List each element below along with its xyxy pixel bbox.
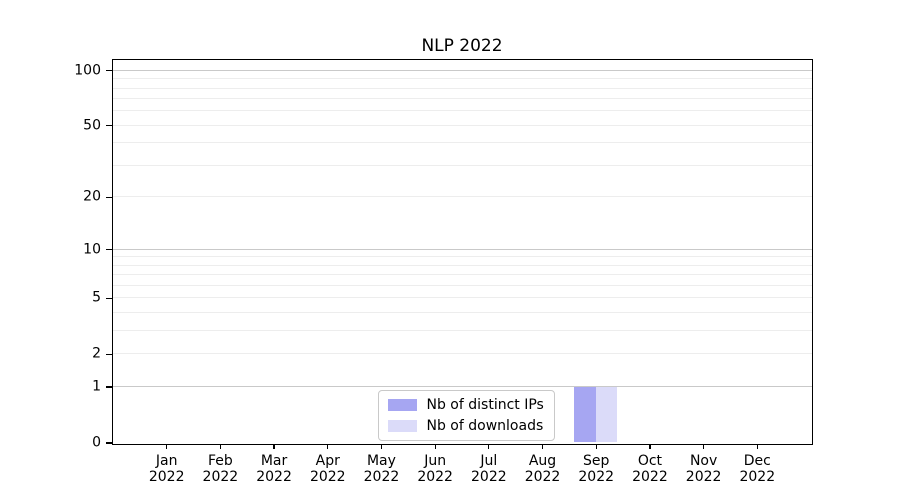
legend-swatch-downloads <box>387 419 417 432</box>
gridline-minor-2 <box>112 353 812 355</box>
y-tick-label-2: 2 <box>92 346 101 363</box>
gridline-major-100 <box>112 69 812 71</box>
x-tick-label-jan: Jan 2022 <box>148 453 185 486</box>
y-tick-label-1: 1 <box>92 378 101 395</box>
x-tick-jun <box>434 444 436 449</box>
x-tick-label-oct: Oct 2022 <box>632 453 668 486</box>
y-tick-label-10: 10 <box>83 241 101 258</box>
gridline-major-10 <box>112 248 812 250</box>
y-tick-20 <box>106 196 112 198</box>
legend-label-downloads: Nb of downloads <box>426 417 544 434</box>
y-tick-label-20: 20 <box>83 189 101 206</box>
bar-sep-downloads <box>595 386 618 443</box>
gridline-minor-30 <box>112 164 812 166</box>
x-tick-feb <box>219 444 221 449</box>
legend-label-distinct-ips: Nb of distinct IPs <box>426 396 544 413</box>
x-tick-jan <box>166 444 168 449</box>
gridline-minor-3 <box>112 330 812 332</box>
gridline-minor-9 <box>112 256 812 258</box>
x-axis: Jan 2022 Feb 2022 Mar 2022 Apr 2022 May 2022… <box>113 444 811 494</box>
x-tick-label-nov: Nov 2022 <box>685 453 722 486</box>
gridline-minor-40 <box>112 142 812 144</box>
bars-layer <box>113 60 812 444</box>
gridline-minor-6 <box>112 285 812 287</box>
x-tick-label-aug: Aug 2022 <box>524 453 561 486</box>
x-tick-apr <box>327 444 329 449</box>
chart-title: NLP 2022 <box>421 36 503 56</box>
y-tick-0 <box>106 442 112 444</box>
y-tick-label-100: 100 <box>74 62 101 79</box>
bar-sep-distinct-ips <box>574 386 596 443</box>
y-tick-label-5: 5 <box>92 290 101 307</box>
x-tick-label-jun: Jun 2022 <box>417 453 453 486</box>
x-tick-label-dec: Dec 2022 <box>739 453 776 486</box>
x-tick-dec <box>756 444 758 449</box>
gridline-minor-8 <box>112 264 812 266</box>
x-tick-label-may: May 2022 <box>363 453 400 486</box>
x-tick-may <box>380 444 383 449</box>
y-tick-label-0: 0 <box>92 434 101 451</box>
gridline-minor-50 <box>112 124 812 126</box>
legend-entry-distinct-ips: Nb of distinct IPs <box>387 396 544 413</box>
legend-swatch-distinct-ips <box>387 398 417 411</box>
x-tick-sep <box>595 444 597 449</box>
gridline-minor-20 <box>112 196 812 198</box>
x-tick-label-mar: Mar 2022 <box>256 453 292 486</box>
y-tick-100 <box>106 70 112 72</box>
gridline-minor-7 <box>112 274 812 276</box>
y-axis: 0 1 2 5 10 20 50 100 <box>0 60 112 451</box>
gridline-minor-80 <box>112 87 812 89</box>
x-tick-label-sep: Sep 2022 <box>578 453 615 486</box>
y-tick-10 <box>106 248 112 251</box>
y-tick-1 <box>106 386 112 388</box>
x-tick-nov <box>703 444 705 449</box>
x-tick-jul <box>488 444 490 449</box>
plot-area: Nb of distinct IPs Nb of downloads <box>111 58 813 445</box>
y-tick-50 <box>106 125 112 127</box>
gridline-minor-5 <box>112 297 812 299</box>
gridline-minor-4 <box>112 312 812 314</box>
x-tick-aug <box>541 444 544 449</box>
x-tick-oct <box>649 444 651 449</box>
x-tick-mar <box>273 444 275 449</box>
gridline-minor-60 <box>112 110 812 112</box>
gridline-minor-90 <box>112 78 812 80</box>
y-tick-label-50: 50 <box>83 117 101 134</box>
x-tick-label-jul: Jul 2022 <box>471 453 507 486</box>
x-tick-label-apr: Apr 2022 <box>309 453 346 486</box>
gridline-major-1 <box>112 386 812 388</box>
y-tick-2 <box>106 353 112 355</box>
legend: Nb of distinct IPs Nb of downloads <box>377 389 555 441</box>
x-tick-label-feb: Feb 2022 <box>202 453 239 486</box>
gridlines-layer <box>112 60 812 444</box>
legend-entry-downloads: Nb of downloads <box>387 417 544 434</box>
gridline-minor-70 <box>112 98 812 100</box>
y-tick-5 <box>106 297 112 300</box>
